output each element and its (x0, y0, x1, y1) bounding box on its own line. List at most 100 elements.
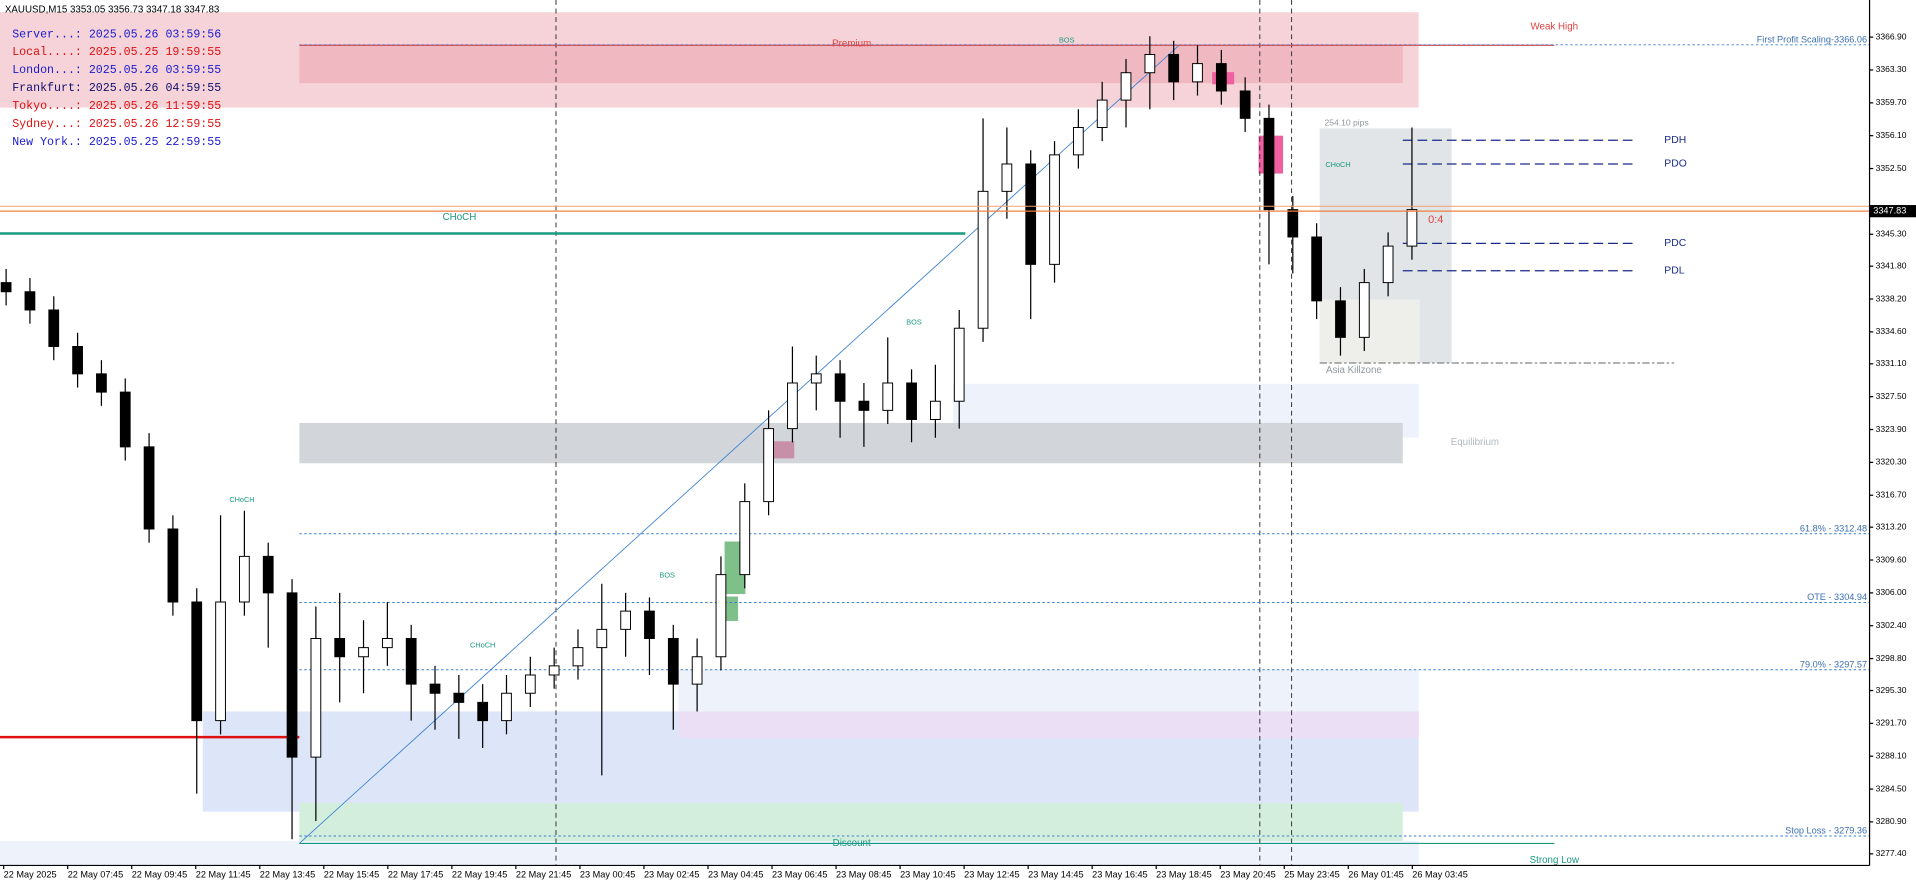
x-tick-label: 22 May 19:45 (452, 870, 507, 880)
clock-label: Sydney...: 2025.05.26 12:59:55 (12, 118, 221, 131)
x-tick-label: 26 May 01:45 (1348, 870, 1403, 880)
asia-range (1319, 299, 1420, 364)
clock-label: London...: 2025.05.26 03:59:55 (12, 64, 221, 77)
clock-label: Server...: 2025.05.26 03:59:56 (12, 28, 221, 41)
x-tick-label: 23 May 04:45 (708, 870, 763, 880)
candle-body (1263, 117, 1275, 211)
candle-body (143, 446, 155, 530)
annotation: Premium (832, 39, 871, 50)
annotation: Discount (833, 838, 871, 849)
x-tick-label: 23 May 18:45 (1156, 870, 1211, 880)
candle-body (334, 638, 346, 658)
demand-block (772, 441, 795, 459)
premium-inner (299, 45, 1403, 84)
annotation: CHoCH (443, 212, 477, 223)
y-tick-label: 3284.50 (1876, 783, 1907, 793)
candle-body (1215, 63, 1227, 92)
y-tick-label: 3366.90 (1876, 31, 1907, 41)
candle-body (763, 428, 774, 503)
candle-body (310, 638, 322, 758)
fib-level-label: OTE - 3304.94 (1807, 592, 1867, 602)
candle-body (977, 190, 989, 329)
y-tick-label: 3313.20 (1876, 521, 1907, 531)
candle-body (286, 592, 298, 758)
annotation: BOS (1059, 35, 1075, 44)
candle-body (548, 665, 560, 676)
candle-body (1192, 63, 1203, 83)
zones (0, 0, 1675, 866)
y-tick-label: 3363.30 (1876, 64, 1907, 74)
candle-body (1144, 53, 1156, 74)
candle-body (1311, 236, 1323, 302)
chart-header: XAUUSD,M15 3353.05 3356.73 3347.18 3347.… (5, 4, 219, 15)
annotation: BOS (906, 318, 922, 327)
candle-body (239, 555, 250, 603)
candle-body (1358, 282, 1370, 338)
candle-body (1001, 163, 1013, 192)
y-tick-label: 3356.10 (1876, 130, 1907, 140)
candle-body (262, 555, 274, 594)
fib-level-label: Stop Loss - 3279.36 (1785, 826, 1867, 836)
candle-body (1335, 300, 1346, 338)
y-tick-label: 3288.10 (1876, 750, 1907, 760)
y-tick-label: 3323.90 (1876, 424, 1907, 434)
x-tick-label: 23 May 14:45 (1028, 870, 1083, 880)
equilibrium-inner (299, 422, 1403, 464)
x-tick-label: 22 May 21:45 (516, 870, 571, 880)
y-tick-label: 3338.20 (1876, 293, 1907, 303)
candle-body (1406, 209, 1418, 247)
x-tick-label: 22 May 2025 (4, 870, 57, 880)
x-tick-label: 22 May 07:45 (68, 870, 123, 880)
candle-body (96, 373, 107, 393)
candle-body (1239, 90, 1251, 119)
y-tick-label: 3291.70 (1876, 718, 1907, 728)
clock-label: Frankfurt: 2025.05.26 04:59:55 (12, 82, 221, 95)
candle-body (667, 638, 679, 685)
x-tick-label: 23 May 12:45 (964, 870, 1019, 880)
candle-body (1025, 163, 1037, 265)
annotation: Strong Low (1530, 855, 1580, 866)
candle-body (405, 638, 417, 685)
y-tick-label: 3341.80 (1876, 260, 1907, 270)
fib-level-label: First Profit Scaling-3366.06 (1757, 34, 1867, 44)
x-tick-label: 23 May 06:45 (772, 870, 827, 880)
candle-body (24, 291, 36, 311)
candle-body (453, 692, 465, 703)
annotation: 254.10 pips (1324, 118, 1368, 128)
candle-body (72, 345, 83, 375)
y-tick-label: 3327.50 (1876, 391, 1907, 401)
x-tick-label: 22 May 15:45 (324, 870, 379, 880)
clock-label: Local....: 2025.05.25 19:59:55 (12, 46, 221, 59)
y-tick-label: 3298.80 (1876, 653, 1907, 663)
y-tick-label: 3306.00 (1876, 587, 1907, 597)
candle-body (691, 656, 703, 685)
candle-body (381, 638, 393, 649)
y-tick-label: 3280.90 (1876, 816, 1907, 826)
candle-body (858, 400, 870, 411)
y-tick-label: 3359.70 (1876, 97, 1907, 107)
y-tick-label: 3331.10 (1876, 358, 1907, 368)
daily-level-label: PDH (1664, 135, 1686, 146)
candle-body (501, 692, 512, 722)
annotation: BOS (659, 571, 675, 580)
x-tick-label: 22 May 09:45 (132, 870, 187, 880)
candle-body (644, 610, 655, 639)
annotation: CHoCH (229, 495, 254, 504)
candle-body (572, 647, 584, 667)
candle-body (0, 282, 12, 293)
clock-label: New York.: 2025.05.25 22:59:55 (12, 136, 221, 149)
x-tick-label: 25 May 23:45 (1284, 870, 1339, 880)
y-tick-label: 3345.30 (1876, 229, 1907, 239)
daily-level-label: PDC (1664, 238, 1686, 249)
order-block (678, 711, 1419, 739)
x-tick-label: 22 May 13:45 (260, 870, 315, 880)
annotation: CHoCH (470, 640, 495, 649)
candle-body (953, 327, 965, 402)
annotation: Asia Killzone (1326, 365, 1382, 376)
x-tick-label: 23 May 10:45 (900, 870, 955, 880)
candle-body (167, 528, 179, 603)
candle-body (1287, 209, 1299, 238)
x-tick-label: 23 May 20:45 (1220, 870, 1275, 880)
candle-body (524, 674, 536, 694)
